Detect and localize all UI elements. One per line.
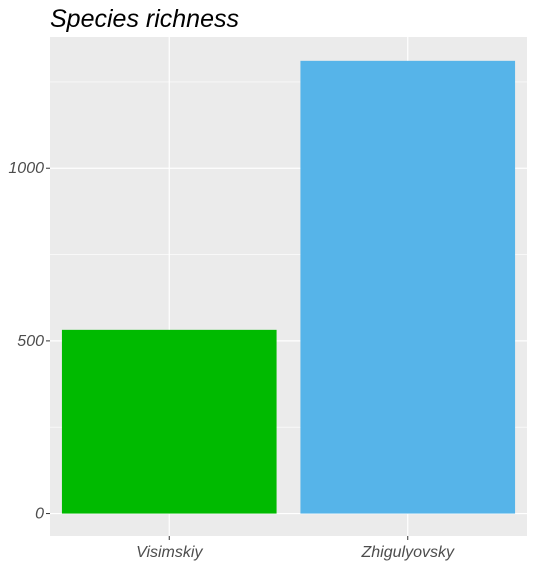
bar-zhigulyovsky xyxy=(300,60,516,514)
y-tick-label: 0 xyxy=(35,506,44,523)
axes: 0 500 1000 Visimskiy Zhigulyovsky xyxy=(8,160,455,561)
y-tick-label: 1000 xyxy=(8,160,44,177)
x-tick-label: Zhigulyovsky xyxy=(361,544,455,561)
bars xyxy=(61,60,516,514)
x-tick-label: Visimskiy xyxy=(136,544,203,561)
chart-title: Species richness xyxy=(50,5,239,33)
bar-visimskiy xyxy=(61,329,277,514)
y-tick-label: 500 xyxy=(17,333,44,350)
